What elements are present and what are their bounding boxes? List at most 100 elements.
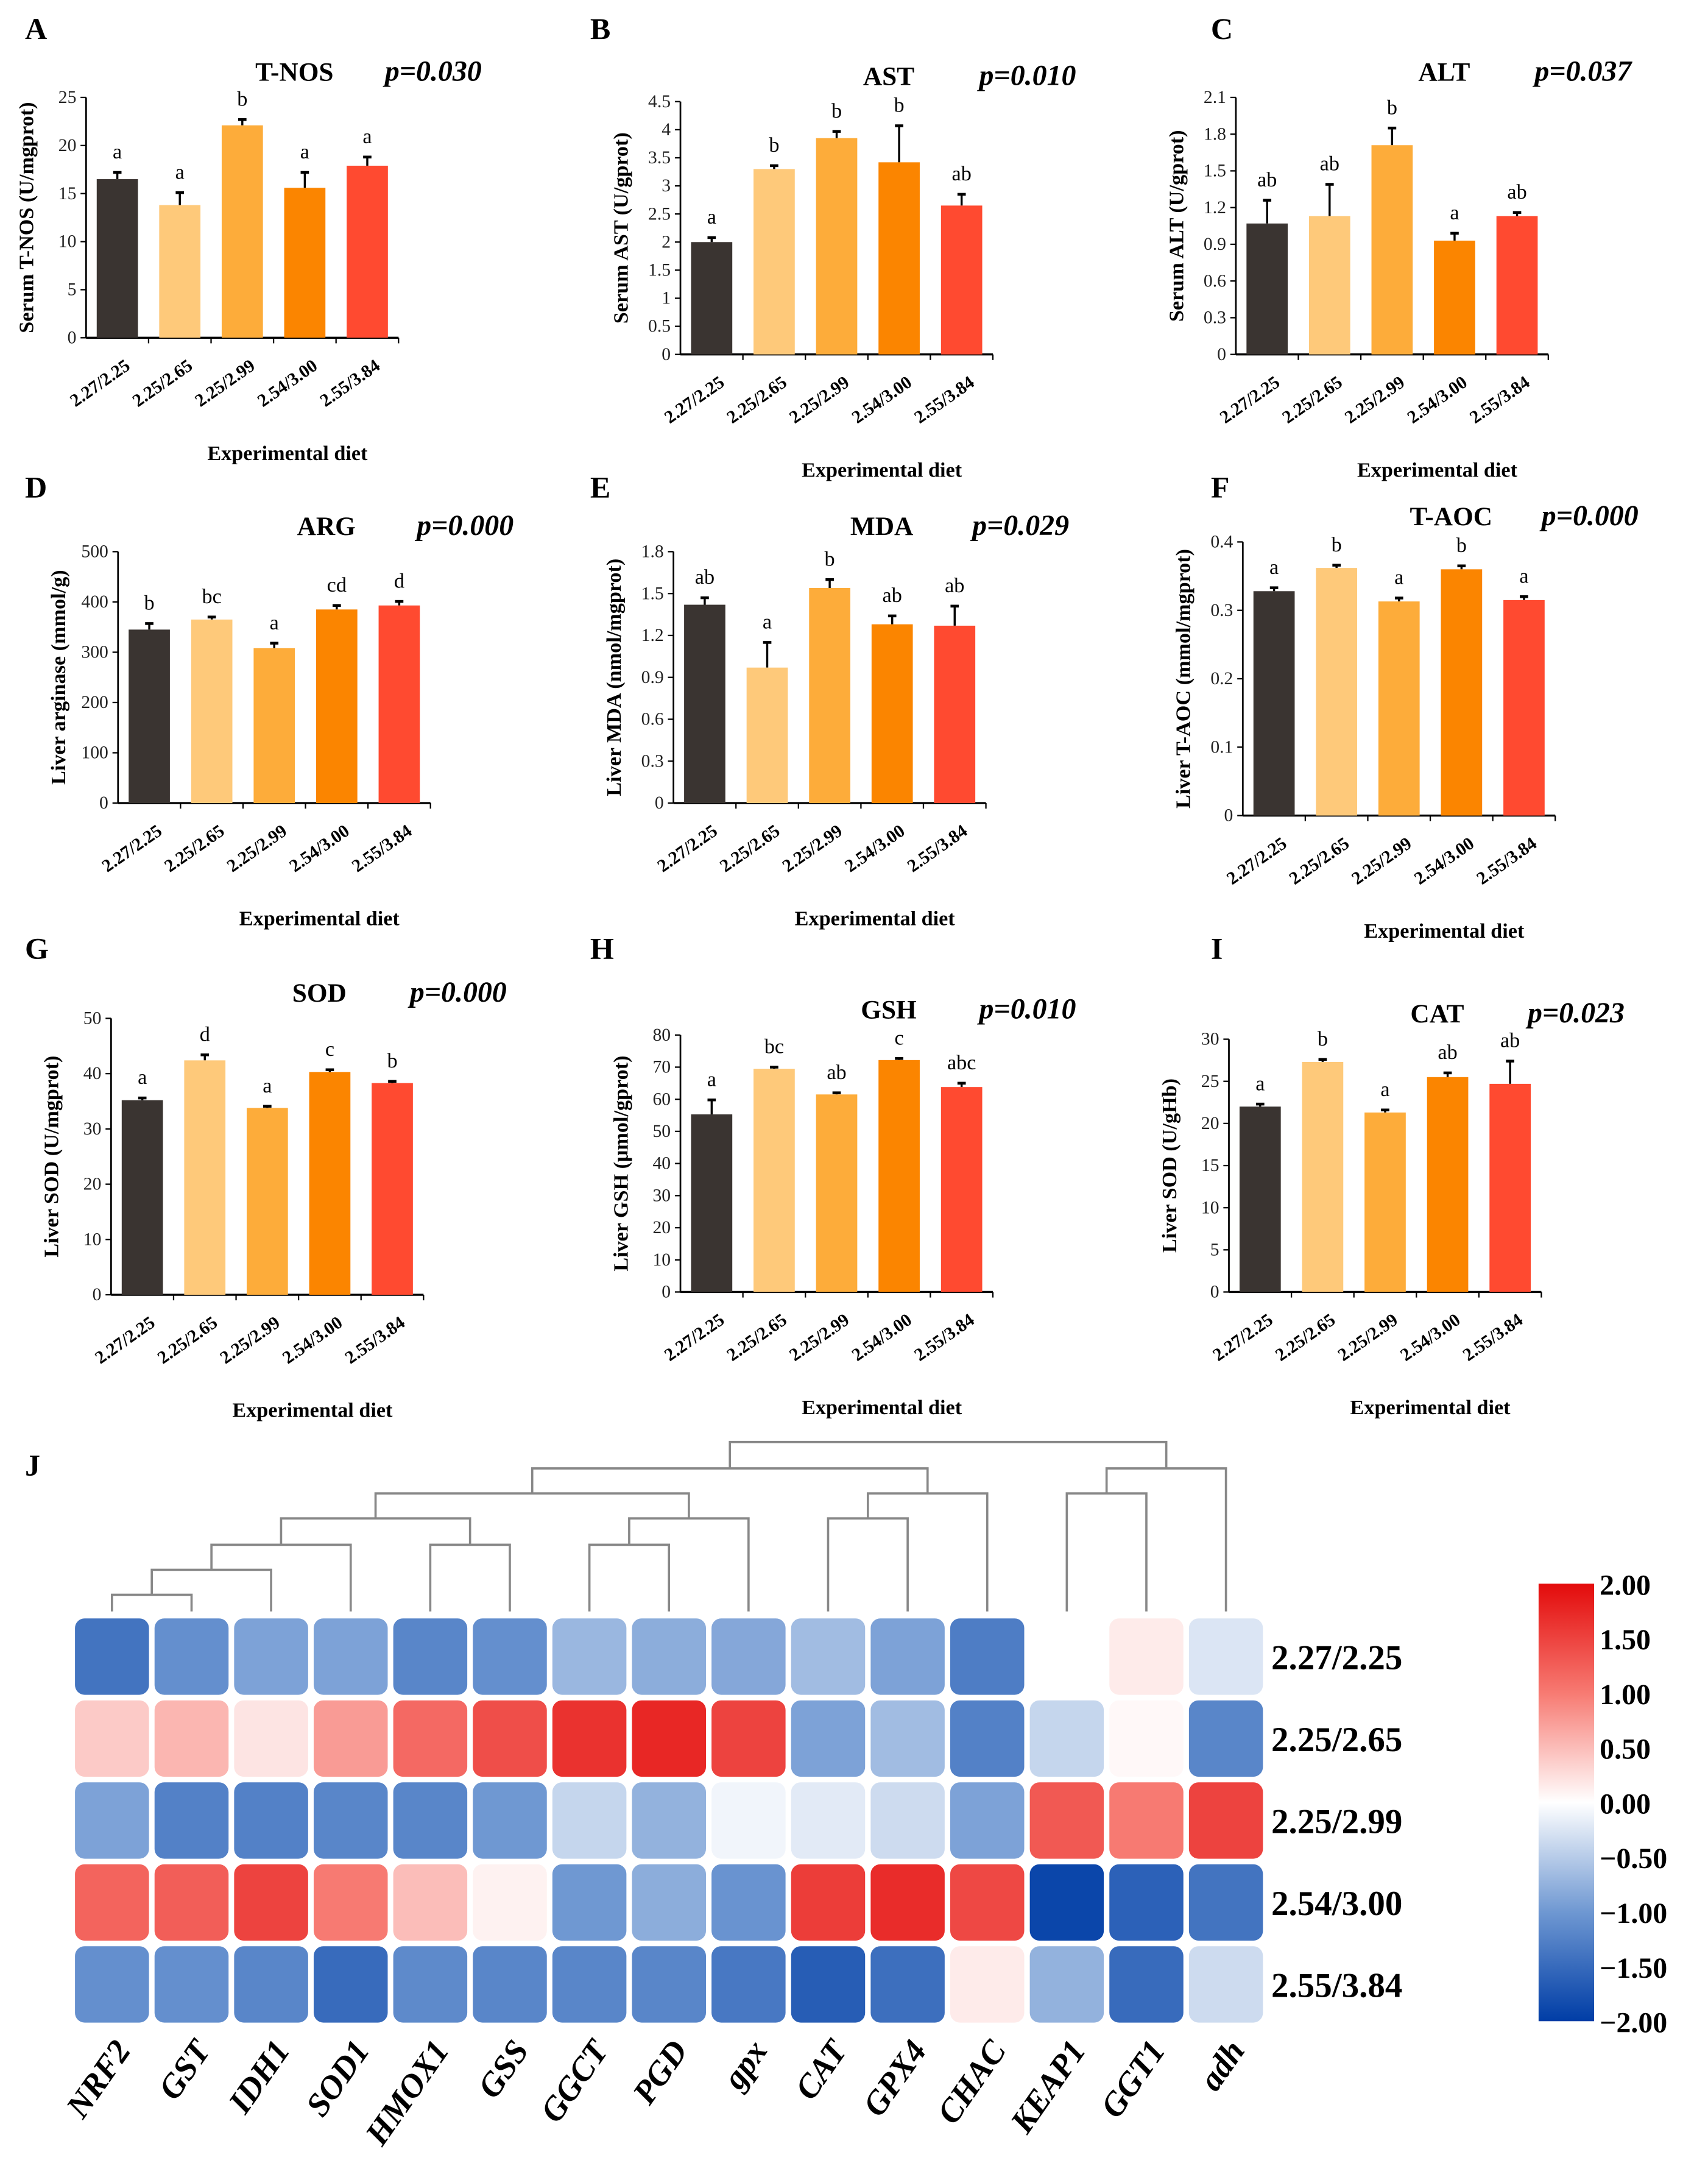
heatmap-cell xyxy=(154,1864,229,1941)
significance-letter: a xyxy=(138,1066,147,1089)
row-label: 2.25/2.99 xyxy=(1271,1802,1402,1841)
heatmap-cell xyxy=(313,1782,388,1859)
bar-2.25/2.99 xyxy=(1364,1112,1406,1292)
bar-2.25/2.65 xyxy=(1302,1061,1344,1292)
heatmap-cell xyxy=(791,1864,866,1941)
heatmap-cell xyxy=(552,1946,627,2023)
y-tick-label: 300 xyxy=(81,643,108,662)
x-tick-label: 2.25/2.99 xyxy=(192,356,259,411)
heatmap-cell xyxy=(75,1782,149,1859)
bar-2.54/3.00 xyxy=(878,162,920,355)
significance-letter: d xyxy=(394,570,404,592)
row-label: 2.54/3.00 xyxy=(1271,1885,1402,1923)
x-tick-label: 2.54/3.00 xyxy=(286,821,353,876)
bar-2.27/2.25 xyxy=(691,1114,733,1292)
y-tick-label: 0.9 xyxy=(641,668,664,687)
bar-2.25/2.99 xyxy=(246,1108,288,1295)
y-tick-label: 25 xyxy=(1201,1072,1219,1091)
p-value: p=0.000 xyxy=(408,976,507,1008)
bar-2.25/2.99 xyxy=(1378,601,1420,816)
y-tick-label: 4 xyxy=(662,120,671,140)
bar-2.25/2.65 xyxy=(184,1060,226,1295)
heatmap-cell xyxy=(393,1782,468,1859)
heatmap-cell xyxy=(632,1864,706,1941)
y-tick-label: 30 xyxy=(83,1119,102,1139)
x-tick-label: 2.55/3.84 xyxy=(904,821,971,877)
dendrogram-branch xyxy=(111,1593,193,1612)
significance-letter: bc xyxy=(202,586,222,608)
bar-2.55/3.84 xyxy=(940,1087,983,1292)
heatmap-cell xyxy=(1029,1864,1104,1941)
x-tick-label: 2.54/3.00 xyxy=(841,821,908,876)
colorbar xyxy=(1538,1584,1595,2022)
x-tick-label: 2.25/2.65 xyxy=(1272,1310,1339,1365)
heatmap-cell xyxy=(75,1946,149,2023)
chart-title: SOD xyxy=(292,979,347,1008)
dendrogram-branch xyxy=(866,1492,989,1612)
x-tick-label: 2.55/3.84 xyxy=(911,1310,978,1365)
heatmap-cell xyxy=(313,1700,388,1777)
y-tick-label: 2.1 xyxy=(1204,88,1226,107)
significance-letter: a xyxy=(1519,565,1528,587)
heatmap-cell xyxy=(473,1618,547,1695)
y-tick-label: 4.5 xyxy=(648,92,671,112)
heatmap-cell xyxy=(632,1700,706,1777)
bar-2.55/3.84 xyxy=(1503,600,1545,816)
p-value: p=0.000 xyxy=(1539,500,1639,532)
significance-letter: a xyxy=(1269,556,1279,579)
significance-letter: cd xyxy=(327,574,347,596)
significance-letter: b xyxy=(387,1050,397,1072)
x-tick-label: 2.55/3.84 xyxy=(1466,372,1533,428)
column-label: KEAP1 xyxy=(1003,2033,1093,2140)
column-label: GPX4 xyxy=(855,2033,933,2123)
heatmap-cell xyxy=(791,1700,866,1777)
heatmap-cell xyxy=(313,1864,388,1941)
y-tick-label: 0.3 xyxy=(1204,308,1226,328)
x-tick-label: 2.54/3.00 xyxy=(279,1313,346,1368)
colorbar-tick-label: −0.50 xyxy=(1600,1842,1667,1875)
significance-letter: b xyxy=(894,94,905,117)
bar-2.55/3.84 xyxy=(940,205,983,355)
bar-2.55/3.84 xyxy=(1489,1083,1531,1292)
column-label: IDH1 xyxy=(221,2033,297,2120)
significance-letter: b xyxy=(1332,534,1342,556)
chart-panel-h: H GSH p=0.010 0 10 20 30 40 50 60 70 80 Liver GSH (μ… xyxy=(590,931,1076,1419)
significance-letter: b xyxy=(831,100,842,122)
panel-letter: H xyxy=(590,931,614,965)
chart-panel-a: A T-NOS p=0.030 0 5 10 15 20 25 Serum T-NOS (U/mg… xyxy=(16,12,482,465)
heatmap-cell xyxy=(1188,1618,1263,1695)
x-tick-label: 2.25/2.99 xyxy=(1341,372,1408,427)
bar-2.27/2.25 xyxy=(684,604,725,804)
x-tick-label: 2.55/3.84 xyxy=(1459,1310,1526,1365)
y-tick-label: 1.8 xyxy=(1204,124,1226,144)
x-axis-label: Experimental diet xyxy=(1364,920,1525,943)
significance-letter: b xyxy=(144,592,155,615)
significance-letter: a xyxy=(1255,1072,1265,1095)
heatmap-cell xyxy=(393,1946,468,2023)
dendrogram-branch xyxy=(210,1543,352,1612)
significance-letter: a xyxy=(1394,567,1403,589)
y-tick-label: 30 xyxy=(1201,1030,1219,1049)
bar-2.27/2.25 xyxy=(1239,1106,1281,1292)
x-tick-label: 2.25/2.99 xyxy=(1335,1310,1402,1365)
column-label: PGD xyxy=(625,2033,695,2111)
x-tick-label: 2.25/2.99 xyxy=(786,372,853,427)
y-tick-label: 40 xyxy=(83,1064,102,1083)
dendrogram-branch xyxy=(1105,1467,1227,1612)
heatmap-cell xyxy=(154,1618,229,1695)
significance-letter: ab xyxy=(952,163,972,185)
x-tick-label: 2.54/3.00 xyxy=(849,1310,916,1365)
heatmap-cell xyxy=(870,1618,945,1695)
y-tick-label: 0 xyxy=(93,1285,102,1304)
y-tick-label: 0.6 xyxy=(641,710,664,729)
x-tick-label: 2.25/2.99 xyxy=(1349,834,1416,888)
bar-2.55/3.84 xyxy=(347,165,388,338)
heatmap-cell xyxy=(950,1782,1025,1859)
x-tick-label: 2.27/2.25 xyxy=(654,821,721,876)
bar-2.25/2.99 xyxy=(253,648,295,804)
significance-letter: b xyxy=(1318,1028,1328,1050)
x-tick-label: 2.25/2.65 xyxy=(1286,834,1353,888)
x-tick-label: 2.55/3.84 xyxy=(1473,834,1540,889)
bar-2.25/2.65 xyxy=(1316,568,1358,816)
heatmap-cell xyxy=(791,1946,866,2023)
